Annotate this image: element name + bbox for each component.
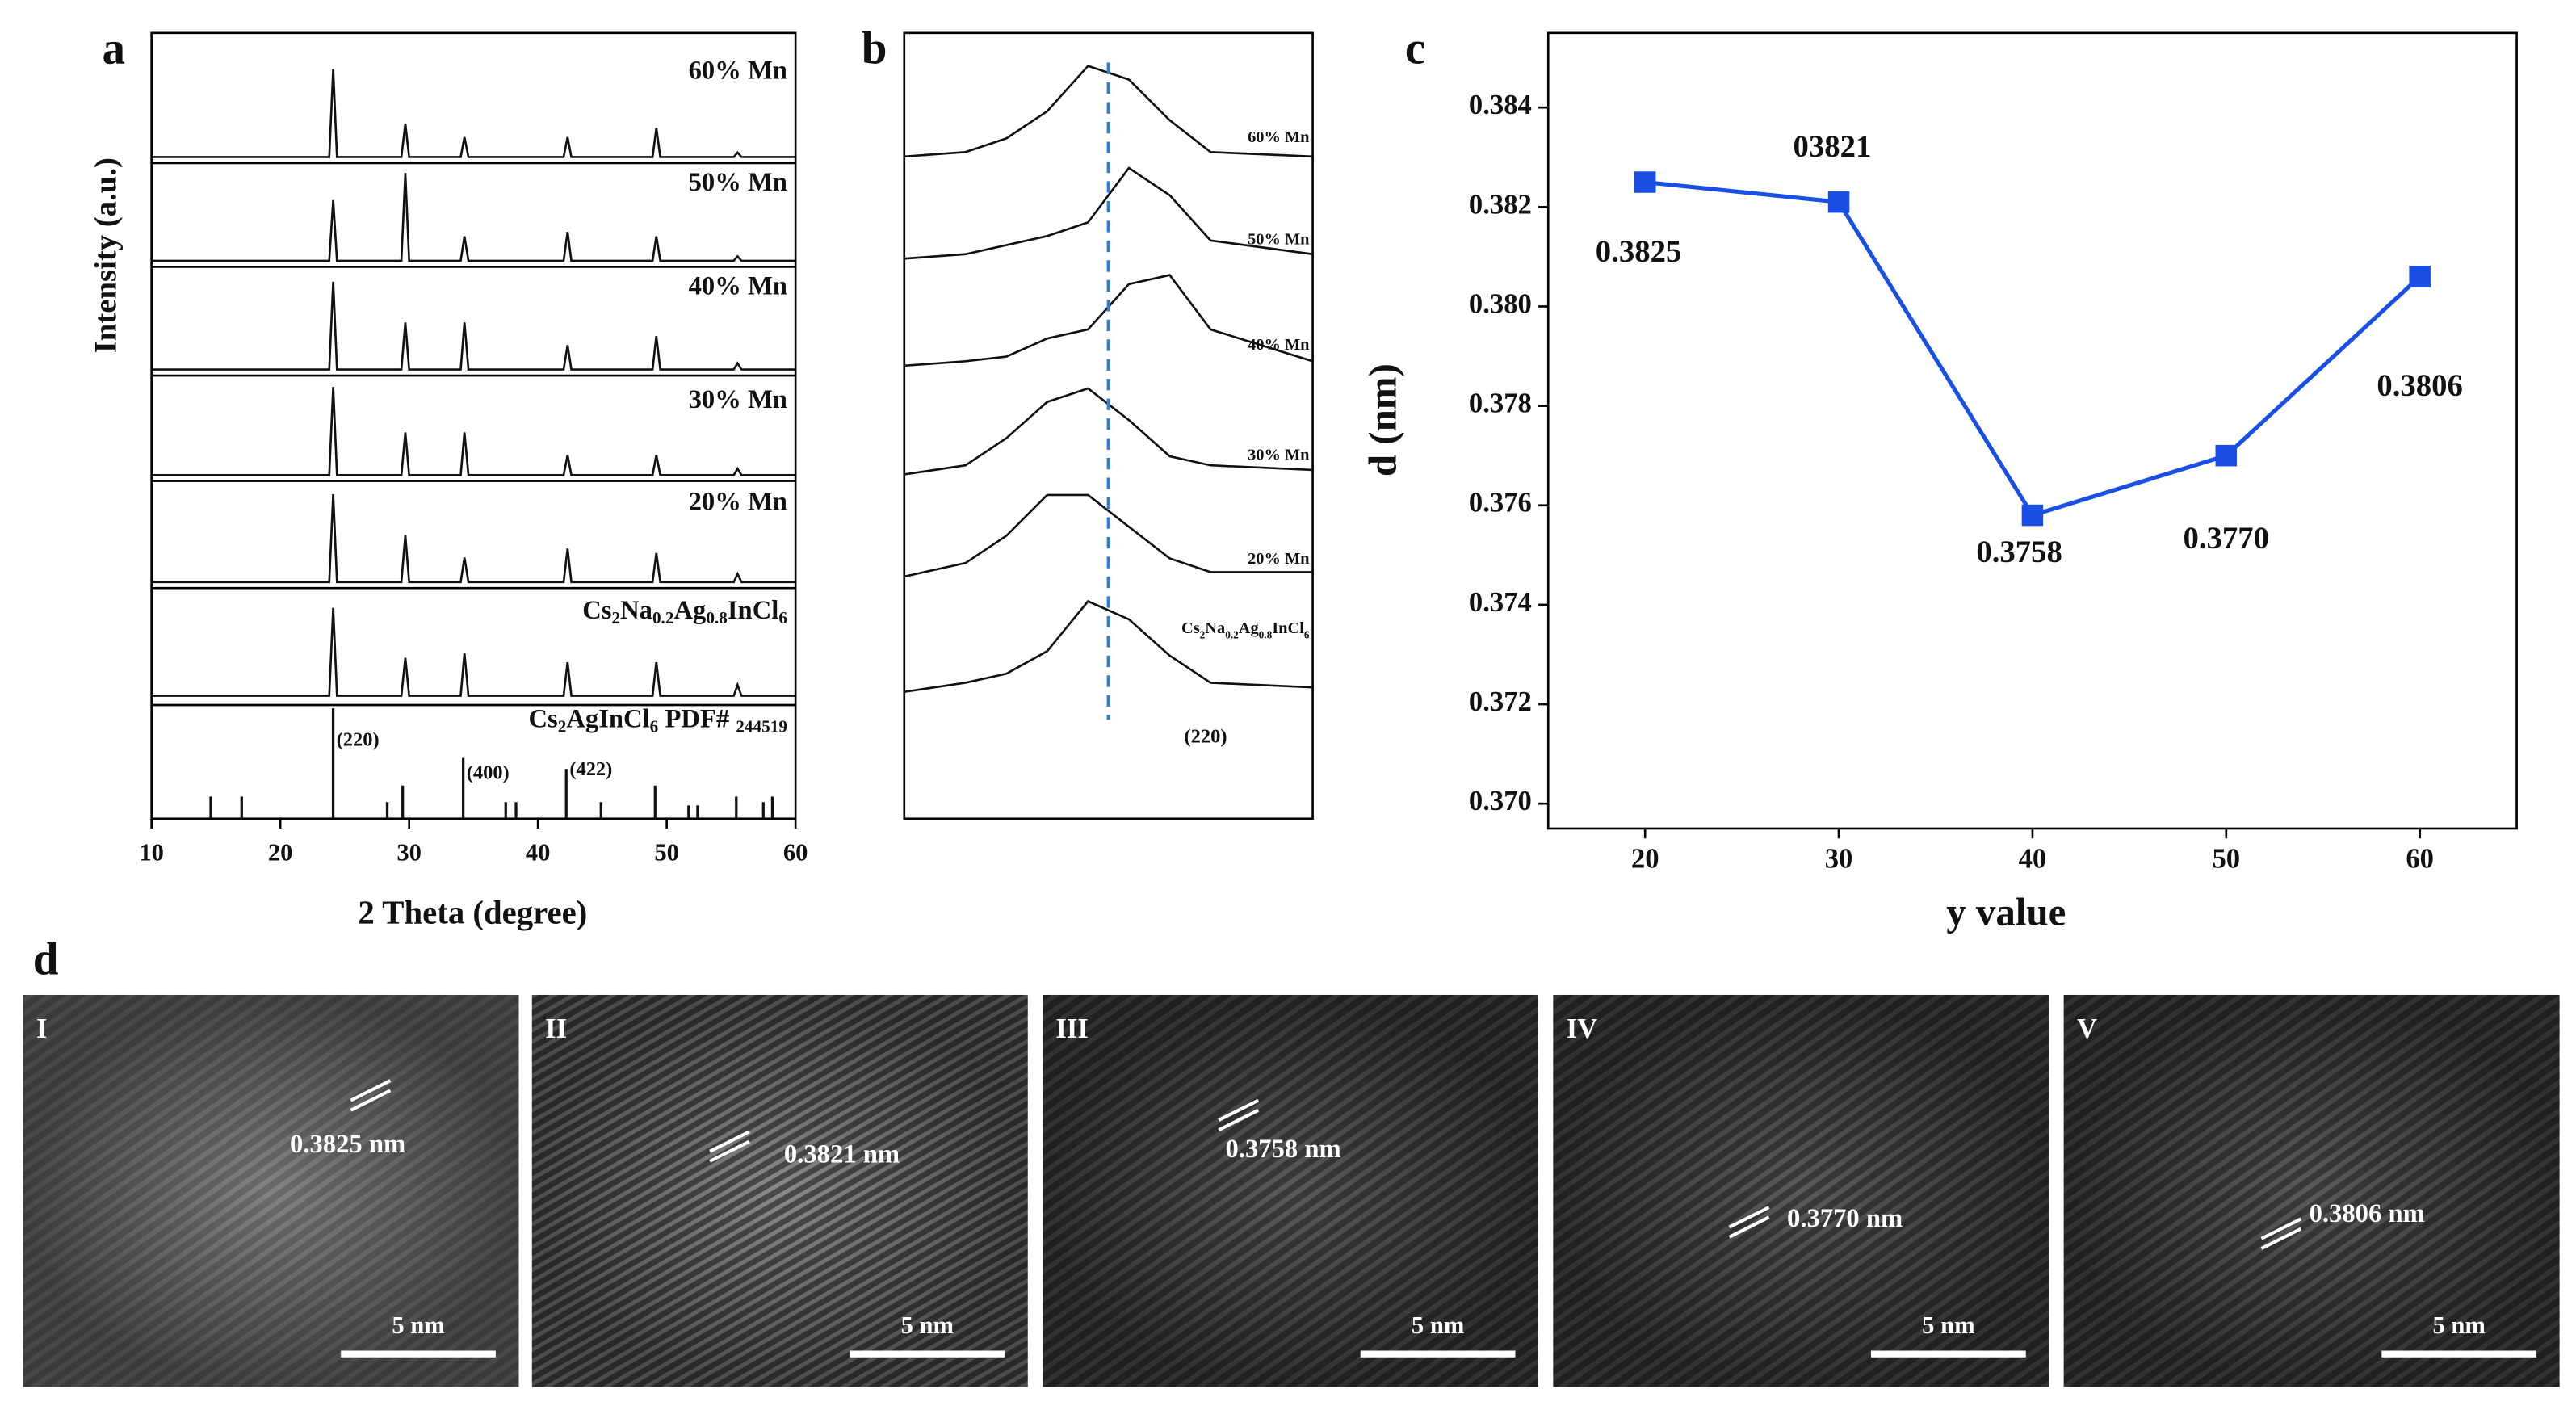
value-label: 0.3770 <box>2183 521 2269 556</box>
reference-label: Cs2AgInCl6 PDF# 244519 <box>528 705 787 736</box>
image-label: I <box>36 1013 48 1044</box>
trace-label: 20% Mn <box>1248 550 1310 568</box>
x-tick-label: 60 <box>783 839 808 867</box>
plot-frame <box>1546 31 2518 830</box>
trace <box>151 281 796 371</box>
x-tick-label: 30 <box>396 839 422 867</box>
x-tick-label: 40 <box>2019 844 2047 875</box>
value-label: 0.3825 <box>1596 234 1682 269</box>
y-tick-label: 0.374 <box>1469 587 1532 618</box>
tem-vignette <box>2063 994 2560 1387</box>
y-tick-label: 0.384 <box>1469 90 1532 120</box>
data-point <box>2215 444 2238 467</box>
trace-label: Cs2Na0.2Ag0.8InCl6 <box>1181 619 1310 641</box>
y-tick-label: 0.372 <box>1469 686 1532 717</box>
trace-label: 50% Mn <box>1248 230 1310 248</box>
y-axis-label: Intensity (a.u.) <box>89 157 124 353</box>
trace <box>904 493 1313 578</box>
hkl-label: (400) <box>467 762 510 783</box>
trace-label: 60% Mn <box>689 56 787 85</box>
data-point <box>1634 171 1656 193</box>
hkl-label: (220) <box>1185 725 1227 747</box>
trace-label: 40% Mn <box>689 271 787 300</box>
data-point <box>1827 191 1850 213</box>
scale-label: 5 nm <box>1922 1311 1974 1339</box>
trace-label: 50% Mn <box>689 168 787 197</box>
x-tick-label: 10 <box>139 839 164 867</box>
scale-label: 5 nm <box>901 1311 954 1339</box>
plot-frame <box>150 31 797 820</box>
trace-label: 30% Mn <box>1248 447 1310 464</box>
panel-letter: a <box>102 23 125 73</box>
trace <box>904 599 1313 693</box>
panel-letter: d <box>33 934 59 984</box>
y-tick-label: 0.382 <box>1469 189 1532 220</box>
trace-label: 40% Mn <box>1248 336 1310 354</box>
trace <box>904 274 1313 367</box>
x-tick-label: 50 <box>654 839 679 867</box>
spacing-label: 0.3806 nm <box>2310 1199 2425 1228</box>
spacing-label: 0.3825 nm <box>290 1130 405 1159</box>
trace <box>151 69 796 158</box>
trace-label: 20% Mn <box>689 488 787 517</box>
panel-letter: b <box>862 23 887 73</box>
tem-vignette <box>1043 994 1539 1387</box>
scale-label: 5 nm <box>1412 1311 1464 1339</box>
value-label: 0.3806 <box>2377 368 2463 403</box>
trace-label: Cs2Na0.2Ag0.8InCl6 <box>582 596 787 627</box>
tem-vignette <box>1553 994 2049 1387</box>
y-tick-label: 0.376 <box>1469 488 1532 518</box>
y-axis-label: d (nm) <box>1361 363 1405 476</box>
trace <box>904 387 1313 476</box>
value-label: 03821 <box>1793 129 1871 164</box>
image-label: IV <box>1567 1013 1598 1044</box>
trace <box>151 607 796 697</box>
data-point <box>2021 504 2044 527</box>
trace <box>151 387 796 476</box>
x-tick-label: 40 <box>526 839 551 867</box>
trace <box>151 493 796 584</box>
y-tick-label: 0.380 <box>1469 288 1532 319</box>
lattice-marker <box>1728 1206 1770 1239</box>
x-axis-label: 2 Theta (degree) <box>358 894 587 930</box>
lattice-marker <box>350 1079 392 1112</box>
hkl-label: (422) <box>569 758 612 780</box>
tem-vignette <box>531 994 1028 1387</box>
tem-vignette <box>23 994 519 1387</box>
trace <box>904 65 1313 158</box>
scale-label: 5 nm <box>392 1311 444 1339</box>
image-label: II <box>545 1013 567 1044</box>
spacing-label: 0.3758 nm <box>1225 1135 1340 1164</box>
x-axis-label: y value <box>1946 889 2066 934</box>
trace-label: 60% Mn <box>1248 128 1310 146</box>
spacing-label: 0.3821 nm <box>784 1139 900 1169</box>
y-tick-label: 0.370 <box>1469 786 1532 816</box>
spacing-label: 0.3770 nm <box>1787 1204 1903 1233</box>
panel-letter: c <box>1405 23 1425 73</box>
lattice-marker <box>2260 1217 2302 1250</box>
image-label: III <box>1055 1013 1088 1044</box>
x-tick-label: 60 <box>2406 844 2434 875</box>
x-tick-label: 30 <box>1825 844 1853 875</box>
lattice-marker <box>709 1130 750 1163</box>
x-tick-label: 50 <box>2212 844 2240 875</box>
y-tick-label: 0.378 <box>1469 388 1532 419</box>
trace <box>151 173 796 262</box>
trace <box>904 166 1313 260</box>
scale-label: 5 nm <box>2432 1311 2485 1339</box>
image-label: V <box>2077 1013 2097 1044</box>
plot-frame <box>903 31 1314 820</box>
trace-label: 30% Mn <box>689 385 787 414</box>
value-label: 0.3758 <box>1976 535 2062 569</box>
x-tick-label: 20 <box>268 839 293 867</box>
lattice-marker <box>1218 1098 1260 1132</box>
hkl-label: (220) <box>337 728 380 750</box>
data-point <box>2409 266 2431 287</box>
x-tick-label: 20 <box>1631 844 1659 875</box>
data-line <box>1644 180 2422 518</box>
